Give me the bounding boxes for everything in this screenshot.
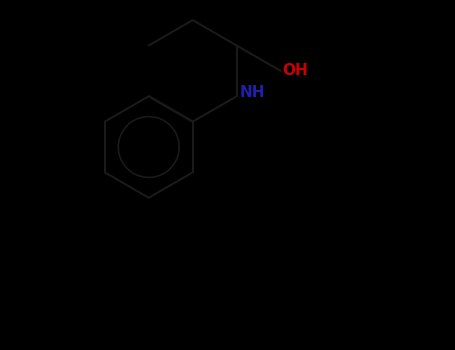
Text: OH: OH — [283, 63, 308, 78]
Text: NH: NH — [239, 85, 265, 100]
